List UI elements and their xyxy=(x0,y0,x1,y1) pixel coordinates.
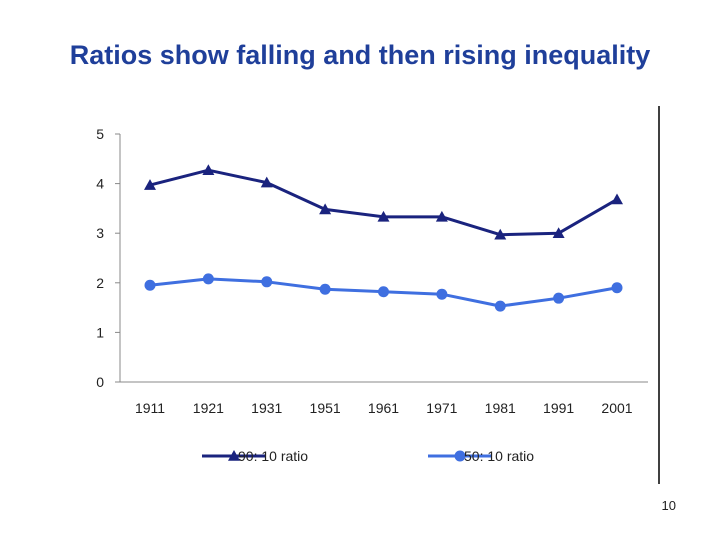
y-tick-label: 3 xyxy=(96,225,104,241)
data-point xyxy=(378,286,389,298)
data-point xyxy=(261,276,273,288)
series-90-10-ratio xyxy=(144,164,623,240)
data-point xyxy=(144,279,156,291)
data-point xyxy=(435,210,448,222)
x-tick-label: 1921 xyxy=(193,400,224,416)
x-tick-label: 1911 xyxy=(135,400,165,416)
chart-axes xyxy=(115,133,648,383)
x-tick-label: 1931 xyxy=(251,400,282,416)
legend-swatch-marker xyxy=(228,450,240,461)
series-layer xyxy=(144,164,623,312)
series-line xyxy=(149,168,618,237)
chart-legend: 90: 10 ratio 50: 10 ratio xyxy=(202,448,534,464)
x-tick-label: 1991 xyxy=(543,400,574,416)
data-point xyxy=(319,283,331,295)
page-number: 10 xyxy=(661,498,676,513)
legend-swatch-marker xyxy=(454,450,466,462)
x-tick-label: 1971 xyxy=(426,400,457,416)
data-point xyxy=(494,228,507,240)
slide-title: Ratios show falling and then rising ineq… xyxy=(69,40,651,70)
legend-label: 50: 10 ratio xyxy=(464,448,534,464)
x-tick-labels: 1911 1921 1931 1951 1961 1971 1981 1991 2001 xyxy=(135,400,633,416)
data-point xyxy=(202,273,214,285)
data-point xyxy=(494,300,506,312)
legend-label: 90: 10 ratio xyxy=(238,448,308,464)
x-tick-label: 1951 xyxy=(310,400,341,416)
data-point xyxy=(144,179,156,190)
data-point xyxy=(553,292,565,304)
data-point xyxy=(436,288,448,300)
data-point xyxy=(552,227,565,238)
data-point xyxy=(260,176,273,188)
series-50-10-ratio xyxy=(144,273,623,312)
data-point xyxy=(377,210,390,222)
y-tick-label: 5 xyxy=(96,126,104,142)
y-tick-label: 4 xyxy=(96,176,104,192)
y-tick-labels: 0 1 2 3 4 5 xyxy=(96,126,104,390)
x-tick-label: 1961 xyxy=(368,400,399,416)
y-tick-label: 0 xyxy=(96,374,104,390)
data-point xyxy=(202,164,215,176)
y-tick-label: 2 xyxy=(96,275,104,291)
y-tick-label: 1 xyxy=(96,324,104,340)
data-point xyxy=(611,193,623,205)
data-point xyxy=(319,203,332,215)
x-tick-label: 1981 xyxy=(485,400,516,416)
legend-item: 90: 10 ratio xyxy=(202,448,308,464)
x-tick-label: 2001 xyxy=(601,400,632,416)
legend-item: 50: 10 ratio xyxy=(428,448,534,464)
data-point xyxy=(611,282,623,294)
